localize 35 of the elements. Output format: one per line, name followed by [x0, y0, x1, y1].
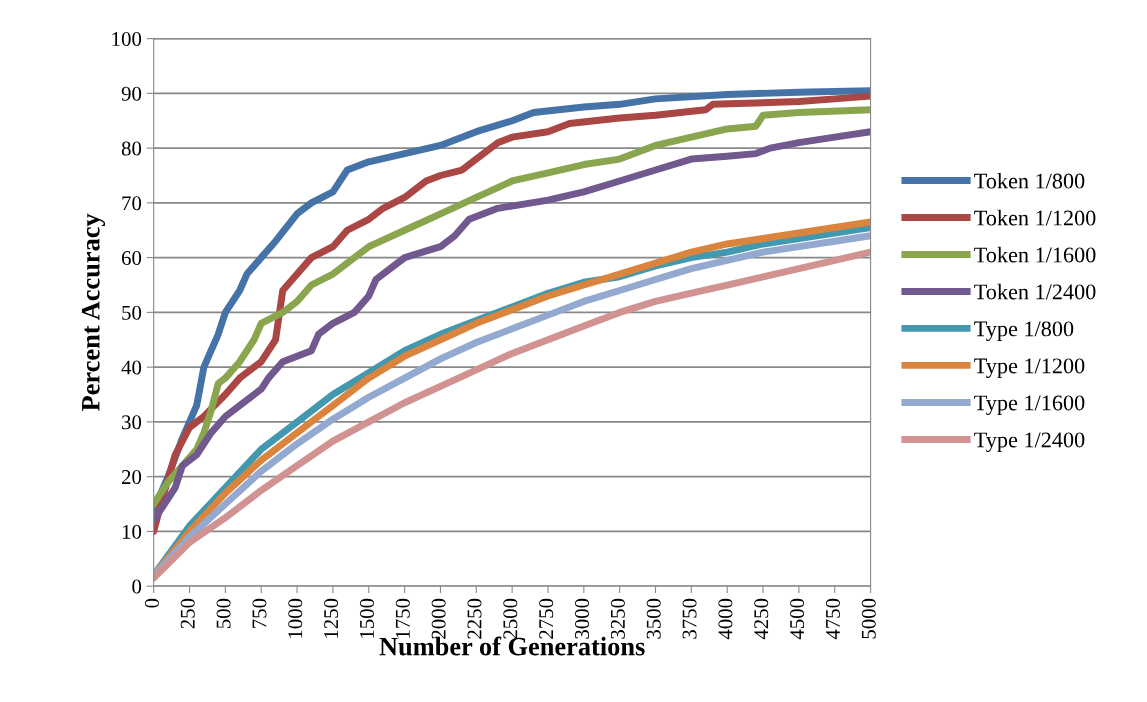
legend-label: Type 1/800 — [974, 321, 1074, 341]
y-tick-label: 40 — [121, 360, 142, 375]
y-tick-label: 30 — [122, 415, 142, 430]
y-tick-label: 100 — [112, 31, 142, 47]
x-tick-label: 4750 — [825, 598, 840, 640]
y-tick-label: 0 — [132, 579, 142, 594]
y-tick-label: 10 — [122, 524, 142, 539]
y-tick-label: 90 — [121, 86, 142, 101]
x-tick-label: 3750 — [682, 598, 697, 639]
legend-label: Type 1/2400 — [974, 432, 1085, 452]
legend-label: Token 1/1200 — [974, 209, 1096, 226]
y-axis-title: Percent Accuracy — [81, 213, 106, 411]
x-tick-label: 4000 — [718, 598, 733, 640]
x-tick-label: 3500 — [646, 598, 661, 639]
legend-label: Token 1/800 — [974, 172, 1085, 189]
y-tick-label: 70 — [122, 196, 142, 211]
x-tick-label: 1250 — [324, 598, 339, 638]
x-tick-label: 5000 — [861, 598, 876, 639]
legend-label: Type 1/1200 — [974, 358, 1085, 378]
y-tick-label: 50 — [122, 305, 142, 320]
x-tick-label: 4500 — [790, 598, 805, 640]
x-tick-label: 1750 — [395, 598, 410, 638]
y-tick-label: 60 — [121, 251, 142, 266]
legend-label: Token 1/1600 — [974, 246, 1096, 263]
y-tick-label: 80 — [121, 141, 142, 156]
x-tick-label: 250 — [180, 598, 195, 629]
x-tick-label: 750 — [252, 598, 267, 628]
legend-label: Type 1/1600 — [974, 395, 1085, 415]
x-tick-label: 1000 — [288, 598, 303, 638]
x-tick-label: 500 — [216, 598, 231, 629]
y-tick-label: 20 — [121, 470, 142, 485]
legend-label: Token 1/2400 — [974, 283, 1096, 300]
x-tick-label: 0 — [144, 598, 159, 608]
x-tick-label: 1500 — [359, 598, 374, 638]
x-tick-label: 4250 — [754, 598, 769, 640]
